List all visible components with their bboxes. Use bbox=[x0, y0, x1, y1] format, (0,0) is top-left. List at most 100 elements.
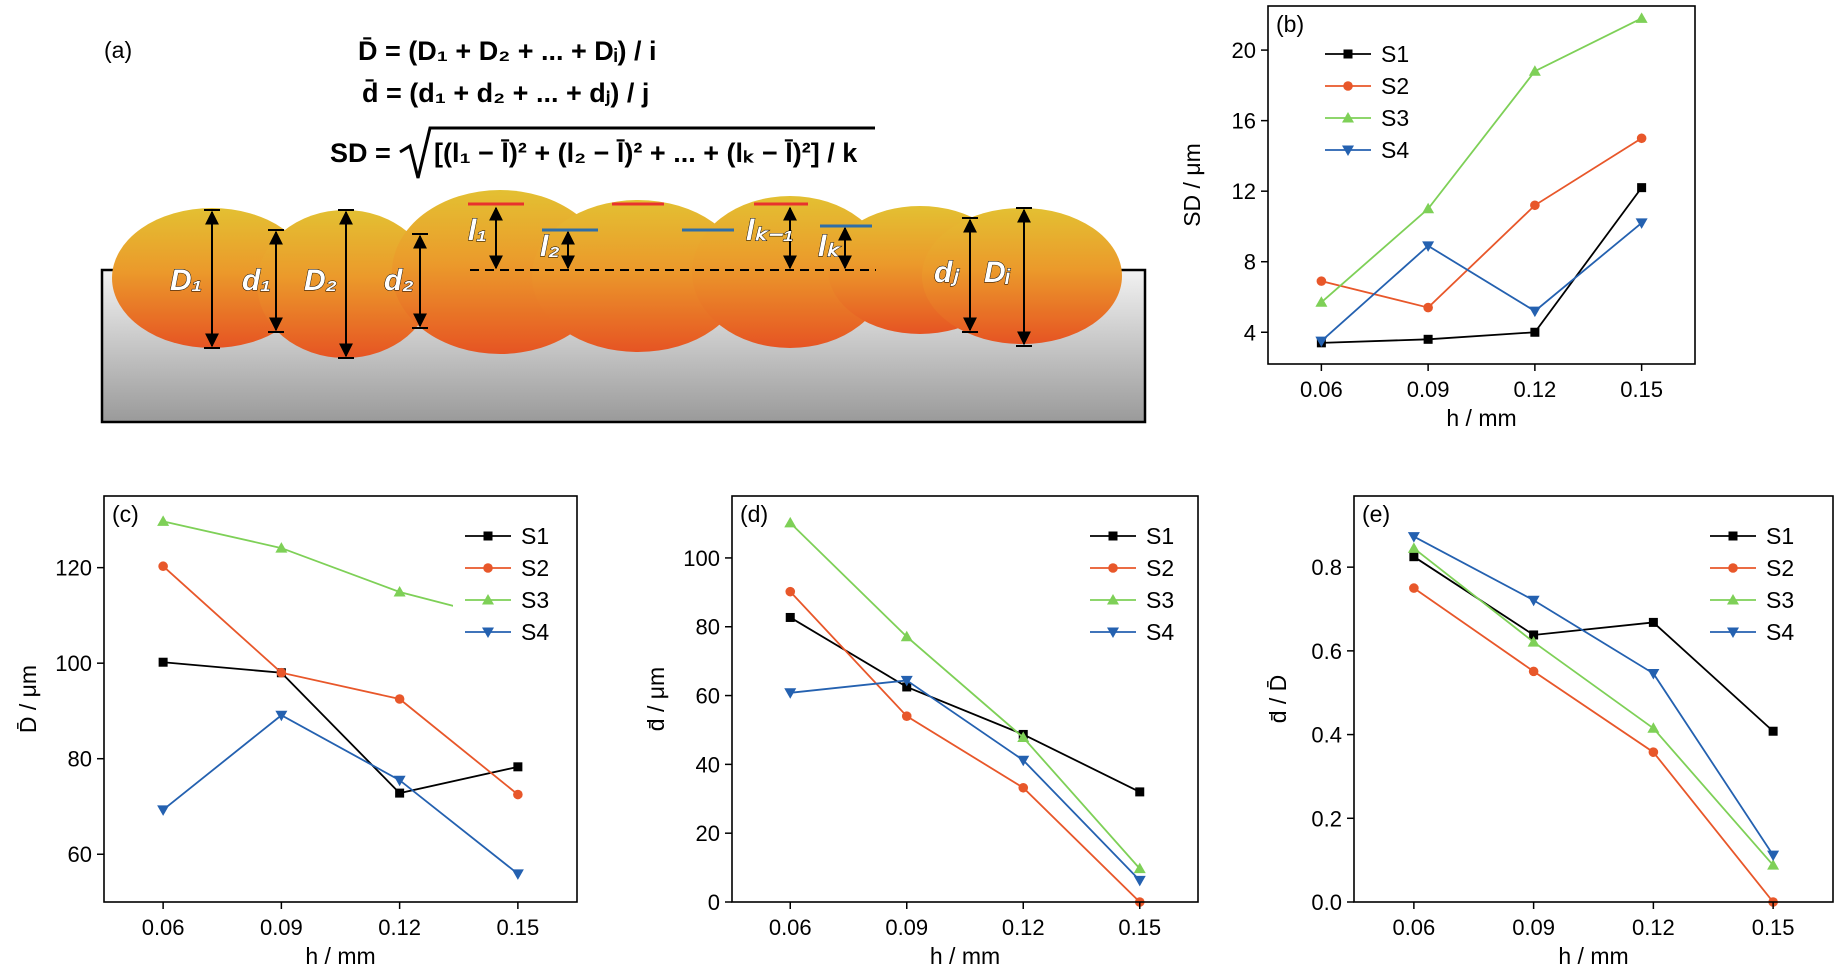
x-tick-label: 0.12 bbox=[1002, 915, 1045, 940]
y-tick-label: 16 bbox=[1232, 109, 1256, 134]
x-tick-label: 0.09 bbox=[1512, 915, 1555, 940]
x-tick-label: 0.06 bbox=[769, 915, 812, 940]
legend-marker-S2 bbox=[1728, 563, 1738, 573]
data-point-S3 bbox=[1407, 542, 1420, 553]
data-point-S1 bbox=[1768, 726, 1778, 736]
series-line-S4 bbox=[790, 679, 1141, 881]
data-point-S1 bbox=[1135, 787, 1145, 797]
y-tick-label: 40 bbox=[696, 752, 720, 777]
y-tick-label: 0.2 bbox=[1311, 806, 1342, 831]
series-line-S1 bbox=[1413, 555, 1774, 732]
y-tick-label: 60 bbox=[68, 842, 92, 867]
chart-c: 0.06 0.09 0.12 0.15 60 80 100 120 (c) h / mm D̄ / … bbox=[15, 495, 583, 969]
y-axis-label: d̄ / D̄ bbox=[1265, 675, 1291, 724]
legend-label-S1: S1 bbox=[521, 523, 549, 549]
legend-marker-S3 bbox=[1107, 594, 1119, 605]
plot-frame bbox=[731, 495, 1199, 903]
data-point-S4 bbox=[1407, 532, 1420, 543]
symbol-l1: l₁ bbox=[468, 214, 487, 247]
legend-marker-S3 bbox=[1727, 594, 1739, 605]
data-point-S2 bbox=[1530, 200, 1540, 211]
data-point-S2 bbox=[785, 586, 796, 597]
series-line-S4 bbox=[1413, 535, 1774, 856]
data-point-S4 bbox=[511, 869, 524, 880]
x-tick-label: 0.15 bbox=[1620, 377, 1663, 402]
data-point-S3 bbox=[784, 516, 797, 528]
symbol-d2: d₂ bbox=[384, 264, 414, 297]
chart-e: 0.06 0.09 0.12 0.15 0.0 0.2 0.4 0.6 0.8 (e) h / mm… bbox=[1265, 495, 1834, 969]
legend-marker-S1 bbox=[1728, 531, 1738, 541]
plot-frame bbox=[1267, 5, 1696, 365]
x-tick-label: 0.06 bbox=[1300, 377, 1343, 402]
series-line-S1 bbox=[1321, 187, 1643, 344]
x-axis-label: h / mm bbox=[305, 943, 375, 969]
x-tick-label: 0.09 bbox=[885, 915, 928, 940]
charts: 0.06 0.09 0.12 0.15 4 8 12 16 20 (b) h / mm SD / μm… bbox=[15, 5, 1834, 969]
chart-d: 0.06 0.09 0.12 0.15 0 20 40 60 80 100 (d) h / mm d̄ … bbox=[643, 495, 1199, 969]
dimension-lines bbox=[204, 206, 1032, 359]
legend-marker-S3 bbox=[482, 594, 494, 605]
y-tick-label: 12 bbox=[1232, 179, 1256, 204]
equation-sd-rhs: [(l₁ − l̄)² + (l₂ − l̄)² + ... + (lₖ − l… bbox=[434, 138, 858, 168]
legend-label-S4: S4 bbox=[521, 619, 549, 645]
series-line-S3 bbox=[1413, 547, 1774, 866]
legend-label-S2: S2 bbox=[1381, 73, 1409, 99]
data-point-S4 bbox=[393, 775, 406, 787]
legend-label-S1: S1 bbox=[1381, 41, 1409, 67]
plot-frame bbox=[1353, 495, 1834, 903]
series-line-S4 bbox=[162, 714, 519, 875]
symbol-lk: lₖ bbox=[818, 230, 841, 263]
legend-label-S2: S2 bbox=[1766, 555, 1794, 581]
x-tick-label: 0.12 bbox=[1632, 915, 1675, 940]
y-tick-label: 120 bbox=[55, 556, 92, 581]
legend-label-S3: S3 bbox=[1381, 105, 1409, 131]
y-tick-label: 20 bbox=[696, 821, 720, 846]
y-tick-label: 100 bbox=[683, 546, 720, 571]
plot-frame bbox=[103, 495, 578, 903]
data-point-S4 bbox=[275, 710, 288, 722]
panel-label: (d) bbox=[740, 501, 768, 527]
y-axis-label: d̄ / μm bbox=[643, 667, 669, 731]
series-line-S1 bbox=[789, 616, 1141, 793]
peak-marks bbox=[468, 202, 872, 232]
data-point-S2 bbox=[513, 789, 523, 800]
y-tick-label: 0.8 bbox=[1311, 555, 1342, 580]
data-point-S4 bbox=[1315, 336, 1328, 348]
panel-label: (b) bbox=[1276, 11, 1304, 37]
data-point-S1 bbox=[785, 612, 795, 622]
data-point-S4 bbox=[157, 805, 170, 816]
legend-marker-S4 bbox=[1107, 627, 1119, 638]
series-line-S3 bbox=[789, 522, 1141, 870]
x-tick-label: 0.15 bbox=[496, 915, 539, 940]
series-line-S4 bbox=[1320, 222, 1643, 342]
data-point-S2 bbox=[276, 667, 287, 678]
legend-label-S1: S1 bbox=[1766, 523, 1794, 549]
data-point-S4 bbox=[1133, 875, 1146, 887]
x-axis-label: h / mm bbox=[1558, 943, 1628, 969]
x-tick-label: 0.12 bbox=[1513, 377, 1556, 402]
data-point-S4 bbox=[1527, 595, 1540, 607]
data-point-S3 bbox=[1017, 731, 1030, 743]
symbol-D1: D₁ bbox=[170, 264, 202, 297]
equation-mean-d: d̄ = (d₁ + d₂ + ... + dⱼ) / j bbox=[362, 78, 649, 108]
data-point-S3 bbox=[1647, 722, 1660, 733]
x-tick-label: 0.15 bbox=[1752, 915, 1795, 940]
legend-label-S2: S2 bbox=[521, 555, 549, 581]
data-point-S2 bbox=[1409, 583, 1419, 593]
data-point-S2 bbox=[1316, 276, 1327, 286]
sqrt-sign bbox=[399, 126, 875, 179]
legend-marker-S1 bbox=[1343, 49, 1353, 59]
legend-marker-S1 bbox=[1108, 531, 1118, 541]
series-line-S2 bbox=[1321, 137, 1643, 309]
data-point-S2 bbox=[158, 561, 168, 572]
legend-marker-S1 bbox=[483, 531, 493, 541]
data-point-S2 bbox=[1528, 666, 1539, 677]
legend-background bbox=[453, 516, 583, 646]
data-point-S1 bbox=[1530, 327, 1540, 337]
track-bead bbox=[532, 200, 744, 352]
data-point-S1 bbox=[1637, 183, 1647, 193]
series-line-S2 bbox=[162, 565, 519, 796]
y-tick-label: 20 bbox=[1232, 38, 1256, 63]
legend-marker-S4 bbox=[1727, 627, 1739, 638]
y-tick-label: 0.0 bbox=[1311, 890, 1342, 915]
